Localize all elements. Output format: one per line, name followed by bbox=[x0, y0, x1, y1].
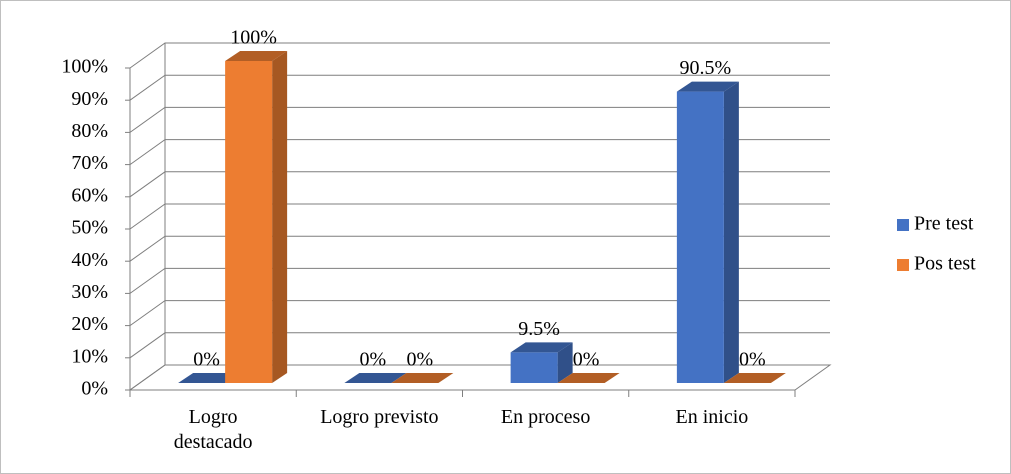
x-tick-label: En proceso bbox=[500, 406, 591, 428]
data-label: 0% bbox=[407, 349, 434, 371]
data-label: 9.5% bbox=[518, 318, 560, 340]
bar-top bbox=[178, 373, 241, 383]
bar-top bbox=[510, 342, 573, 353]
data-label: 0% bbox=[360, 349, 387, 371]
grid-line bbox=[129, 300, 830, 327]
bar-top bbox=[225, 51, 288, 61]
bar-top bbox=[344, 373, 407, 383]
y-tick-label: 40% bbox=[71, 249, 108, 271]
grid-line bbox=[129, 171, 830, 198]
legend-label: Pos test bbox=[914, 253, 976, 275]
grid-line bbox=[129, 74, 830, 101]
grid-line bbox=[129, 203, 830, 230]
data-label: 0% bbox=[739, 349, 766, 371]
grid-line bbox=[129, 139, 830, 166]
grid-line bbox=[129, 106, 830, 133]
data-label: 100% bbox=[230, 27, 277, 49]
bar bbox=[676, 91, 724, 383]
y-tick-label: 10% bbox=[71, 345, 108, 367]
bar-side bbox=[272, 51, 288, 383]
bar-top bbox=[557, 373, 620, 383]
data-label: 0% bbox=[193, 349, 220, 371]
x-tick-label: Logro previsto bbox=[320, 406, 439, 428]
legend-label: Pre test bbox=[914, 213, 974, 235]
grid-line bbox=[129, 332, 830, 359]
y-tick-label: 0% bbox=[81, 378, 108, 400]
bar bbox=[225, 61, 273, 383]
legend-swatch bbox=[897, 259, 909, 271]
grid-line bbox=[129, 42, 830, 69]
y-tick-label: 70% bbox=[71, 152, 108, 174]
y-tick-label: 50% bbox=[71, 217, 108, 239]
bar bbox=[510, 352, 558, 383]
x-tick-label: Logro destacado bbox=[173, 406, 253, 453]
grid-line bbox=[129, 235, 830, 262]
y-tick-label: 60% bbox=[71, 184, 108, 206]
y-tick-label: 90% bbox=[71, 88, 108, 110]
y-tick-label: 30% bbox=[71, 281, 108, 303]
data-label: 0% bbox=[573, 349, 600, 371]
legend-swatch bbox=[897, 219, 909, 231]
y-tick-label: 20% bbox=[71, 313, 108, 335]
grid-line bbox=[129, 364, 830, 391]
bar-top bbox=[723, 373, 786, 383]
bar-side bbox=[557, 342, 573, 383]
bar-top bbox=[676, 81, 739, 92]
bar-top bbox=[391, 373, 454, 383]
grid-line bbox=[129, 267, 830, 294]
data-label: 90.5% bbox=[680, 57, 732, 79]
y-tick-label: 100% bbox=[61, 56, 108, 78]
x-tick-label: En inicio bbox=[675, 406, 749, 428]
y-tick-label: 80% bbox=[71, 120, 108, 142]
bar-side bbox=[723, 81, 739, 383]
